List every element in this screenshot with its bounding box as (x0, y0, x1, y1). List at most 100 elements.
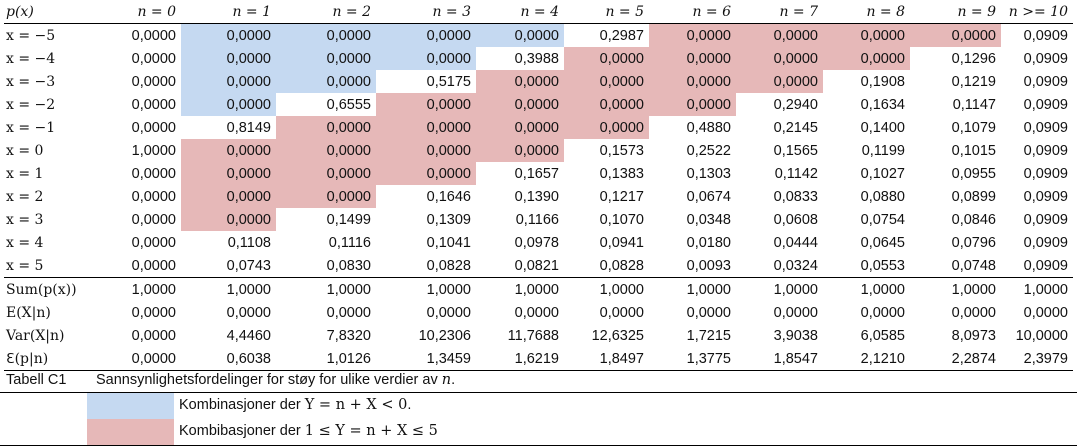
summary-label: Var(X|n) (6, 327, 65, 344)
table-cell: 0,1142 (774, 165, 818, 182)
legend-item-pink: Kombibasjoner der 1 ≤ Y = n + X ≤ 5 (0, 419, 1077, 446)
table-cell: 0,1634 (860, 96, 905, 113)
header-row: p(x) n = 0 n = 1 n = 2 n = 3 n = 4 n = 5… (4, 0, 1073, 24)
summary-cell: 10,0000 (1015, 327, 1068, 344)
summary-cell: 1,8547 (736, 347, 823, 371)
table-cell: 0,0909 (1023, 50, 1068, 67)
summary-cell: 3,9038 (773, 327, 818, 344)
table-cell: 0,0000 (276, 47, 376, 70)
summary-cell: 0,0000 (226, 304, 271, 321)
summary-cell: 0,0000 (951, 304, 996, 321)
table-cell: 0,0909 (1023, 211, 1068, 228)
table-cell: 0,1646 (426, 188, 471, 205)
table-cell: 0,0000 (276, 162, 376, 185)
table-cell: 0,0000 (649, 93, 736, 116)
legend-text-pink-label: Kombibasjoner der (179, 423, 305, 439)
table-cell: 0,0743 (226, 257, 271, 274)
table-cell: 0,0000 (376, 47, 476, 70)
table-cell: 0,1166 (515, 211, 559, 228)
summary-cell: 1,0000 (910, 277, 1001, 301)
table-cell: 0,1383 (599, 165, 644, 182)
summary-cell: 1,7215 (686, 327, 731, 344)
summary-cell: 1,3775 (649, 347, 736, 371)
table-row: x = −1 0,0000 0,8149 0,0000 0,0000 0,0000 0,00… (4, 116, 1073, 139)
table-cell: 0,1041 (426, 234, 471, 251)
summary-label: ℇ(p|n) (4, 347, 100, 371)
table-cell: 0,0909 (1023, 257, 1068, 274)
table-row: x = −2 0,0000 0,0000 0,6555 0,0000 0,0000 0,00… (4, 93, 1073, 116)
table-cell: 0,0000 (276, 116, 376, 139)
legend-swatch-pink (87, 419, 174, 445)
row-label: x = 2 (6, 188, 44, 205)
table-row: x = −3 0,0000 0,0000 0,0000 0,5175 0,0000 0,00… (4, 70, 1073, 93)
summary-cell: 1,0000 (736, 277, 823, 301)
col-header-n4: n = 4 (520, 3, 559, 20)
col-header-n5: n = 5 (605, 3, 644, 20)
summary-cell: 6,0585 (860, 327, 905, 344)
table-row: x = −4 0,0000 0,0000 0,0000 0,0000 0,3988 0,00… (4, 47, 1073, 70)
summary-rows: Sum(p(x)) 1,0000 1,0000 1,0000 1,0000 1,0000 1… (4, 277, 1073, 371)
table-cell: 0,0674 (686, 188, 731, 205)
summary-cell: 1,0000 (476, 277, 564, 301)
table-cell: 0,0000 (649, 47, 736, 70)
table-row: x = 1 0,0000 0,0000 0,0000 0,0000 0,1657 0,138… (4, 162, 1073, 185)
summary-cell: 0,0000 (599, 304, 644, 321)
table-cell: 0,0909 (1023, 119, 1068, 136)
table-cell: 0,8149 (226, 119, 271, 136)
table-cell: 0,0941 (599, 234, 644, 251)
summary-cell: 1,0000 (823, 277, 910, 301)
summary-cell: 11,7688 (507, 327, 559, 344)
table-cell: 0,0000 (823, 23, 910, 47)
summary-cell: 1,0000 (276, 277, 376, 301)
table-cell: 0,0748 (951, 257, 996, 274)
table-cell: 0,0000 (910, 23, 1001, 47)
row-label: x = 5 (6, 257, 44, 274)
table-cell: 0,1219 (951, 73, 996, 90)
table-cell: 0,0909 (1023, 165, 1068, 182)
summary-row: ℇ(p|n) 0,0000 0,6038 1,0126 1,3459 1,6219 1,84… (4, 347, 1073, 371)
table-cell: 0,0000 (376, 162, 476, 185)
summary-cell: 1,0000 (100, 277, 181, 301)
col-header-n7: n = 7 (779, 3, 818, 20)
row-label: x = 0 (6, 142, 44, 159)
summary-cell: 0,0000 (773, 304, 818, 321)
row-label: x = −2 (6, 96, 56, 113)
table-cell: 0,0909 (1023, 142, 1068, 159)
table-cell: 0,4880 (686, 119, 731, 136)
table-row: x = 2 0,0000 0,0000 0,0000 0,1646 0,1390 0,121… (4, 185, 1073, 208)
table-cell: 0,0000 (181, 93, 276, 116)
table-cell: 0,1400 (860, 119, 905, 136)
table-cell: 0,0608 (773, 211, 818, 228)
table-cell: 0,2987 (564, 23, 649, 47)
summary-cell: 4,4460 (226, 327, 271, 344)
summary-cell: 2,1210 (823, 347, 910, 371)
table-cell: 0,0754 (860, 211, 905, 228)
caption-label: Tabell C1 (6, 372, 67, 388)
table-cell: 0,0000 (131, 50, 176, 67)
table-cell: 0,0348 (686, 211, 731, 228)
summary-label: Sum(p(x)) (4, 277, 100, 301)
summary-row: Var(X|n) 0,0000 4,4460 7,8320 10,2306 11,7688… (4, 324, 1073, 347)
summary-cell: 1,0000 (564, 277, 649, 301)
summary-cell: 1,3459 (376, 347, 476, 371)
summary-cell: 2,3979 (1001, 347, 1073, 371)
table-cell: 0,1199 (861, 142, 905, 159)
col-header-n3: n = 3 (432, 3, 471, 20)
table-cell: 0,0833 (773, 188, 818, 205)
row-label: x = −5 (4, 23, 100, 47)
col-header-n2: n = 2 (332, 3, 371, 20)
table-cell: 0,2145 (773, 119, 818, 136)
legend-text-blue: Kombinasjoner der Y = n + X < 0. (179, 397, 411, 413)
table-cell: 0,0000 (564, 70, 649, 93)
table-cell: 0,0000 (181, 185, 276, 208)
table-row: x = 0 1,0000 0,0000 0,0000 0,0000 0,0000 0,157… (4, 139, 1073, 162)
table-cell: 0,0000 (131, 119, 176, 136)
caption-variable: n (441, 372, 452, 388)
table-cell: 0,0000 (131, 211, 176, 228)
summary-cell: 7,8320 (326, 327, 371, 344)
table-cell: 0,1908 (860, 73, 905, 90)
table-cell: 0,0645 (860, 234, 905, 251)
table-cell: 0,0324 (773, 257, 818, 274)
caption-text: Sannsynlighetsfordelinger for støy for u… (96, 372, 455, 388)
table-cell: 0,0000 (376, 93, 476, 116)
